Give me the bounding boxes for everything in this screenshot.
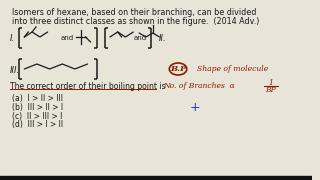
Text: +: + — [189, 100, 200, 114]
Text: The correct order of their boiling point is: The correct order of their boiling point… — [10, 82, 165, 91]
Text: (d)  III > I > II: (d) III > I > II — [12, 120, 63, 129]
Text: Shape of molecule: Shape of molecule — [196, 65, 268, 73]
Text: (a)  I > II > III: (a) I > II > III — [12, 93, 63, 102]
Text: and: and — [60, 35, 74, 41]
Text: and: and — [133, 35, 147, 41]
Text: into three distinct classes as shown in the figure.  (2014 Adv.): into three distinct classes as shown in … — [12, 17, 259, 26]
Text: I.: I. — [10, 33, 15, 42]
Text: III.: III. — [10, 66, 20, 75]
Text: No. of Branches  α: No. of Branches α — [164, 82, 235, 90]
Text: (b)  III > II > I: (b) III > II > I — [12, 102, 63, 111]
Text: Isomers of hexane, based on their branching, can be divided: Isomers of hexane, based on their branch… — [12, 8, 256, 17]
Text: 1: 1 — [268, 79, 273, 87]
Text: (c)  II > III > I: (c) II > III > I — [12, 111, 62, 120]
Text: II.: II. — [159, 33, 166, 42]
Text: B.P: B.P — [170, 65, 186, 73]
Text: BP: BP — [265, 86, 276, 94]
